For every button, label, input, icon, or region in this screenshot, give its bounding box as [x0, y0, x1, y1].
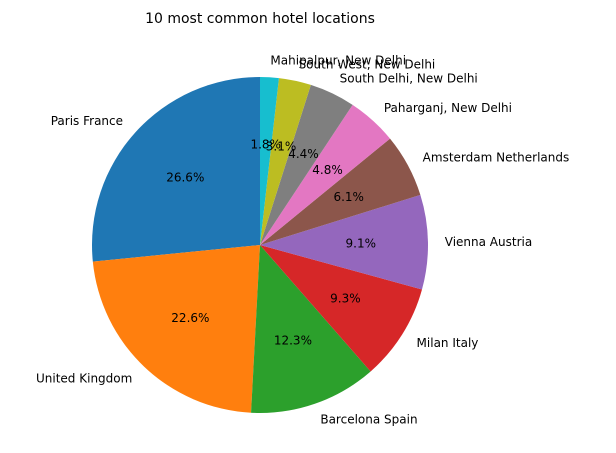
slice-label-south-west-new-delhi: South West, New Delhi	[299, 57, 436, 71]
pie-slice-amsterdam-netherlands	[260, 138, 421, 245]
pie-slices	[92, 77, 428, 414]
slice-label-mahipalpur-new-delhi: Mahipalpur, New Delhi	[270, 53, 406, 67]
slice-percent-south-west-new-delhi: 3.1%	[266, 139, 297, 153]
slice-category-labels: Paris France United Kingdom Barcelona Spai…	[36, 53, 569, 426]
chart-title: 10 most common hotel locations	[145, 11, 375, 27]
pie-slice-united-kingdom	[92, 245, 260, 413]
pie-slice-barcelona-spain	[251, 245, 371, 414]
slice-label-milan-italy: Milan Italy	[417, 336, 479, 350]
slice-label-amsterdam-netherlands: Amsterdam Netherlands	[423, 150, 570, 164]
slice-percent-paris-france: 26.6%	[166, 170, 204, 184]
pie-slice-south-west-new-delhi	[260, 78, 311, 245]
slice-percent-south-delhi-new-delhi: 4.4%	[288, 147, 319, 161]
pie-slice-south-delhi-new-delhi	[260, 84, 353, 245]
pie-slice-mahipalpur-new-delhi	[260, 77, 279, 245]
slice-label-vienna-austria: Vienna Austria	[445, 235, 532, 249]
pie-slice-paharganj-new-delhi	[260, 104, 391, 246]
pie-slice-milan-italy	[260, 245, 422, 372]
slice-percent-labels: 26.6% 22.6% 12.3% 9.3% 9.1% 6.1% 4.8% 4.4%3.1%1…	[166, 137, 376, 347]
slice-label-barcelona-spain: Barcelona Spain	[320, 413, 417, 427]
slice-label-paharganj-new-delhi: Paharganj, New Delhi	[384, 101, 512, 115]
slice-percent-paharganj-new-delhi: 4.8%	[312, 163, 343, 177]
slice-label-paris-france: Paris France	[51, 114, 123, 128]
slice-label-south-delhi-new-delhi: South Delhi, New Delhi	[340, 71, 478, 85]
slice-percent-milan-italy: 9.3%	[330, 292, 361, 306]
slice-percent-mahipalpur-new-delhi: 1.8%	[250, 137, 281, 151]
slice-percent-vienna-austria: 9.1%	[346, 236, 377, 250]
slice-label-united-kingdom: United Kingdom	[36, 372, 132, 386]
pie-slice-vienna-austria	[260, 194, 428, 290]
slice-percent-amsterdam-netherlands: 6.1%	[333, 190, 364, 204]
pie-slice-paris-france	[92, 77, 261, 262]
slice-percent-united-kingdom: 22.6%	[171, 311, 209, 325]
slice-percent-barcelona-spain: 12.3%	[274, 333, 312, 347]
